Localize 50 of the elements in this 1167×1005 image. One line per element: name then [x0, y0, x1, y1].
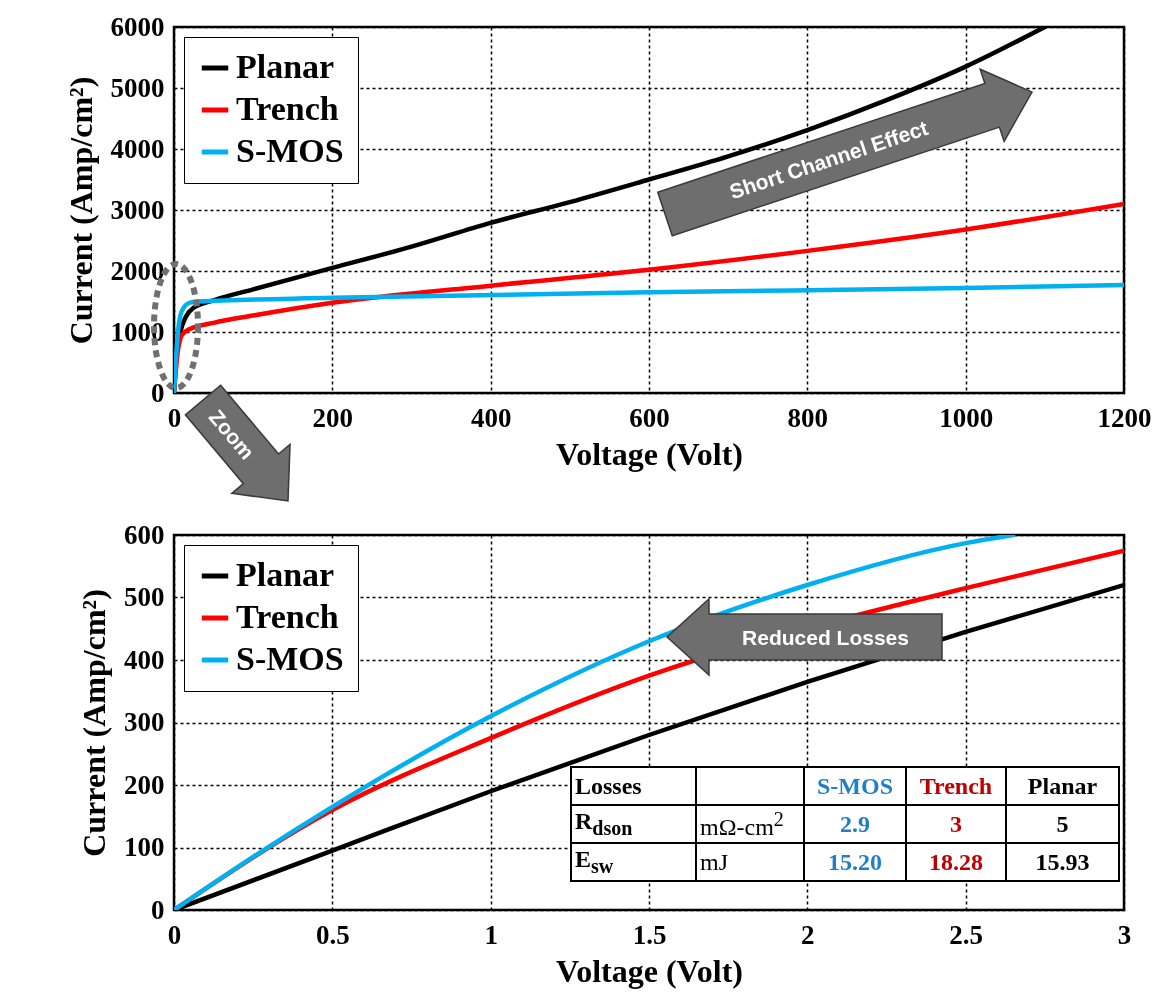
annotation: 2.9	[804, 805, 906, 843]
y-axis-title: Current (Amp/cm²)	[62, 76, 99, 345]
x-tick-label: 200	[312, 402, 354, 433]
annotation: R$_{dson}$	[571, 805, 696, 843]
x-axis-title: Voltage (Volt)	[556, 952, 743, 989]
annotation: Trench	[906, 767, 1006, 805]
legend-label: Trench	[236, 598, 339, 635]
legend-label: S-MOS	[236, 640, 344, 677]
y-tick-label: 0	[151, 894, 165, 925]
y-tick-label: 5000	[110, 72, 165, 103]
y-tick-label: 0	[151, 377, 165, 408]
annotation: E$_{sw}$	[571, 843, 696, 881]
x-tick-label: 400	[470, 402, 512, 433]
x-tick-label: 1200	[1097, 402, 1152, 433]
legend-label: Planar	[236, 556, 335, 593]
legend-label: S-MOS	[236, 132, 344, 169]
y-tick-label: 4000	[110, 133, 165, 164]
y-tick-label: 3000	[110, 194, 165, 225]
x-tick-label: 1000	[939, 402, 994, 433]
y-tick-label: 500	[124, 582, 165, 612]
y-tick-label: 400	[124, 644, 165, 675]
legend-label: Planar	[236, 48, 335, 85]
legend-label: Trench	[236, 90, 339, 127]
x-tick-label: 1.5	[632, 919, 667, 950]
x-tick-label: 800	[787, 402, 829, 433]
y-tick-label: 200	[124, 769, 165, 800]
annotation: mJ	[696, 843, 804, 881]
y-tick-label: 600	[124, 519, 165, 550]
annotation: 3	[906, 805, 1006, 843]
annotation: 18.28	[906, 843, 1006, 881]
y-tick-label: 300	[124, 707, 165, 737]
y-axis-title: Current (Amp/cm²)	[76, 589, 112, 857]
annotation: 15.20	[804, 843, 906, 881]
annotation: mΩ-cm$^{2}$	[696, 805, 804, 843]
x-tick-label: 2	[801, 919, 815, 950]
annotation: Losses	[571, 767, 696, 805]
annotation: S-MOS	[804, 767, 906, 805]
annotation: 5	[1006, 805, 1119, 843]
x-axis-title: Voltage (Volt)	[556, 435, 743, 472]
x-tick-label: 3	[1117, 919, 1132, 950]
annotation: 15.93	[1006, 843, 1119, 881]
y-tick-label: 100	[124, 832, 165, 862]
x-tick-label: 2.5	[949, 919, 984, 950]
annotation: Planar	[1006, 767, 1119, 805]
x-tick-label: 600	[629, 402, 670, 433]
y-tick-label: 2000	[110, 255, 165, 286]
x-tick-label: 0.5	[315, 919, 350, 950]
annotation: Reduced Losses	[742, 625, 909, 649]
y-tick-label: 6000	[110, 11, 165, 42]
x-tick-label: 1	[484, 919, 498, 950]
